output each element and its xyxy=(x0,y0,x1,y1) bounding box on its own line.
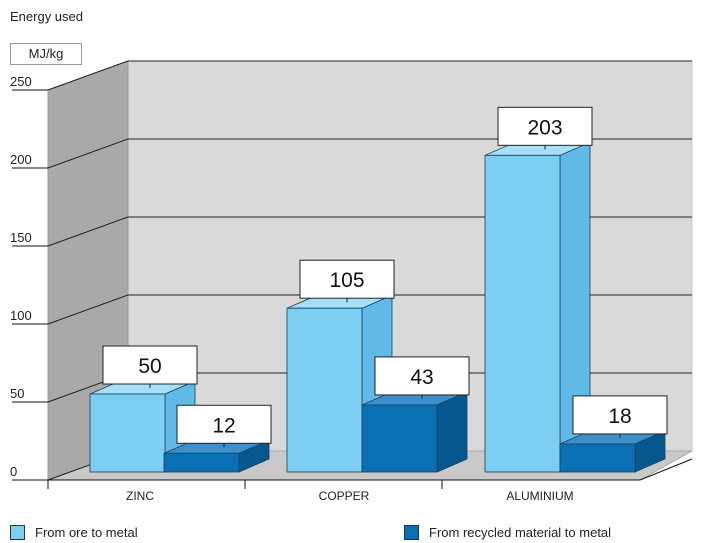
legend-swatch-recycled xyxy=(404,525,419,540)
legend-item-ore: From ore to metal xyxy=(10,525,138,540)
bar-recycled-aluminium xyxy=(559,443,636,473)
data-label-ore-aluminium: 203 xyxy=(527,116,562,139)
legend-label-recycled: From recycled material to metal xyxy=(429,525,612,540)
x-axis-depth-line xyxy=(639,458,693,481)
y-axis-unit-label: MJ/kg xyxy=(10,43,82,65)
data-label-recycled-zinc-box xyxy=(176,404,272,444)
data-label-recycled-aluminium: 18 xyxy=(608,405,631,428)
x-category-label: COPPER xyxy=(319,489,370,503)
y-tick-label: 0 xyxy=(10,464,17,479)
data-label-ore-zinc: 50 xyxy=(138,355,161,378)
x-category-label: ZINC xyxy=(126,489,154,503)
data-label-recycled-aluminium-box xyxy=(572,395,668,435)
chart-title: Energy used xyxy=(10,9,83,24)
y-tick-label: 50 xyxy=(10,386,24,401)
data-label-recycled-copper-box xyxy=(374,356,470,396)
y-tick-label: 150 xyxy=(10,230,32,245)
bar-ore-zinc xyxy=(89,393,166,473)
bar-ore-aluminium xyxy=(484,154,561,473)
bar-recycled-copper xyxy=(361,404,438,473)
x-category-label: ALUMINIUM xyxy=(506,489,573,503)
data-label-ore-copper: 105 xyxy=(329,269,364,292)
data-label-recycled-copper: 43 xyxy=(410,366,433,389)
bar-recycled-copper-side xyxy=(436,391,468,473)
gridline-side xyxy=(47,60,129,91)
legend-swatch-ore xyxy=(10,525,25,540)
bar-ore-copper xyxy=(286,307,363,473)
data-label-ore-aluminium-box xyxy=(497,106,593,146)
data-label-ore-zinc-box xyxy=(102,345,198,385)
data-label-recycled-zinc: 12 xyxy=(212,414,235,437)
y-tick-label: 100 xyxy=(10,308,32,323)
y-tick-label: 200 xyxy=(10,152,32,167)
y-tick-label: 250 xyxy=(10,74,32,89)
data-label-ore-copper-box xyxy=(299,259,395,299)
gridline-side xyxy=(47,138,129,169)
gridline-side xyxy=(47,294,129,325)
legend-item-recycled: From recycled material to metal xyxy=(404,525,611,540)
legend-label-ore: From ore to metal xyxy=(35,525,138,540)
gridline-side xyxy=(47,216,129,247)
bar-recycled-zinc xyxy=(163,452,240,473)
